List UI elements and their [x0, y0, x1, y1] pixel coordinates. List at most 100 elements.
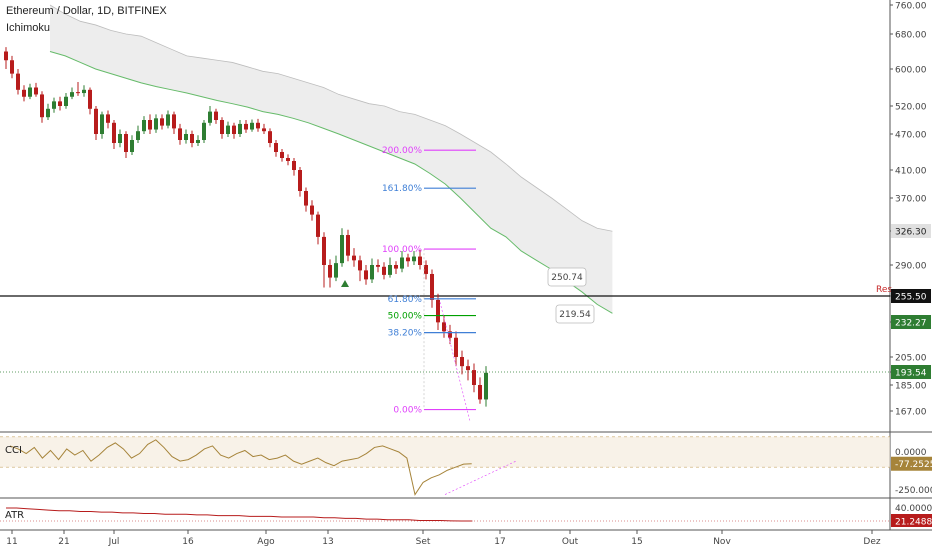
candle-body	[160, 118, 164, 126]
atr-badge-label: 21.2488	[895, 518, 932, 528]
price-tick-label: 680.00	[895, 31, 927, 41]
candle-body	[148, 120, 152, 130]
candle-body	[370, 265, 374, 280]
fib-level-label: 38.20%	[388, 329, 423, 339]
price-tick-label: 520.00	[895, 103, 927, 113]
candle-body	[430, 273, 434, 300]
price-badge-label: 232.27	[895, 319, 927, 329]
fib-level-label: 100.00%	[382, 245, 422, 255]
candle-body	[238, 123, 242, 134]
cci-line	[9, 439, 472, 496]
price-badge-label: 193.54	[895, 369, 927, 379]
candle-body	[106, 114, 110, 123]
trend-projection	[439, 302, 471, 422]
candle-body	[40, 94, 44, 118]
indicator-label: Ichimoku	[6, 22, 51, 34]
candle-body	[4, 51, 8, 61]
candle-body	[334, 263, 338, 278]
price-tick-label: 760.00	[895, 2, 927, 12]
candle-body	[46, 108, 50, 118]
candle-body	[214, 111, 218, 120]
candle-body	[340, 235, 344, 264]
time-tick-label: 13	[322, 537, 333, 547]
candle-body	[478, 385, 482, 400]
cci-badge	[891, 456, 932, 471]
fib-level-label: 50.00%	[388, 312, 423, 322]
candle-body	[10, 60, 14, 74]
candle-body	[142, 120, 146, 132]
candle-body	[70, 92, 74, 97]
candle-body	[406, 257, 410, 262]
candle-body	[88, 89, 92, 109]
price-tick-label: 370.00	[895, 195, 927, 205]
candle-body	[424, 265, 428, 274]
candle-body	[244, 123, 248, 130]
price-badge-label: 326.30	[895, 228, 927, 238]
candle-body	[232, 125, 236, 134]
price-callout-text: 219.54	[559, 310, 591, 320]
candle-body	[358, 260, 362, 271]
time-tick-label: Set	[416, 537, 431, 547]
candle-body	[256, 122, 260, 129]
candle-body	[124, 134, 128, 152]
candle-body	[322, 236, 326, 265]
cci-badge-label: -77.2525	[895, 460, 932, 470]
candle-body	[346, 235, 350, 256]
candle-body	[484, 372, 488, 400]
candle-body	[400, 257, 404, 269]
candle-body	[58, 101, 62, 106]
candle-body	[352, 255, 356, 261]
candle-body	[196, 140, 200, 143]
candle-body	[220, 120, 224, 134]
candle-body	[166, 114, 170, 126]
candle-body	[100, 114, 104, 134]
time-tick-label: Ago	[257, 537, 275, 547]
fib-level-label: 200.00%	[382, 146, 422, 156]
candle-body	[382, 266, 386, 275]
time-tick-label: Dez	[863, 537, 880, 547]
price-tick-label: 205.00	[895, 354, 927, 364]
candle-body	[82, 89, 86, 94]
candle-body	[136, 131, 140, 140]
price-tick-label: 600.00	[895, 66, 927, 76]
price-callout	[555, 304, 595, 324]
fib-level-label: 161.80%	[382, 184, 422, 194]
candle-body	[190, 134, 194, 143]
time-tick-label: 16	[182, 537, 194, 547]
candle-body	[274, 143, 278, 152]
price-badge	[891, 289, 931, 303]
price-tick-label: 290.00	[895, 262, 927, 272]
price-badge	[891, 365, 931, 379]
candle-body	[94, 108, 98, 134]
candle-body	[16, 73, 20, 90]
candle-body	[412, 256, 416, 262]
candle-body	[22, 89, 26, 97]
time-tick-label: 11	[6, 537, 17, 547]
candle-body	[298, 170, 302, 191]
candle-body	[460, 357, 464, 367]
time-tick-label: 21	[58, 537, 69, 547]
time-tick-label: 15	[631, 537, 642, 547]
signal-marker	[341, 280, 349, 287]
candle-body	[394, 265, 398, 269]
price-badge	[891, 315, 931, 329]
candle-body	[184, 134, 188, 140]
cci-tick-label: -250.0000	[895, 486, 932, 496]
cci-divergence	[444, 460, 517, 495]
candle-body	[268, 131, 272, 143]
price-callout-text: 250.74	[551, 273, 583, 283]
ichimoku-span-a	[49, 4, 613, 232]
candle-body	[202, 122, 206, 140]
candle-body	[328, 265, 332, 278]
price-badge	[891, 224, 931, 238]
candle-body	[34, 87, 38, 95]
candle-body	[280, 152, 284, 158]
chart-title: Ethereum / Dollar, 1D, BITFINEX	[6, 5, 167, 17]
candle-body	[250, 122, 254, 130]
candle-body	[118, 134, 122, 143]
candle-body	[226, 125, 230, 134]
candle-body	[418, 256, 422, 265]
atr-label: ATR	[5, 510, 24, 521]
